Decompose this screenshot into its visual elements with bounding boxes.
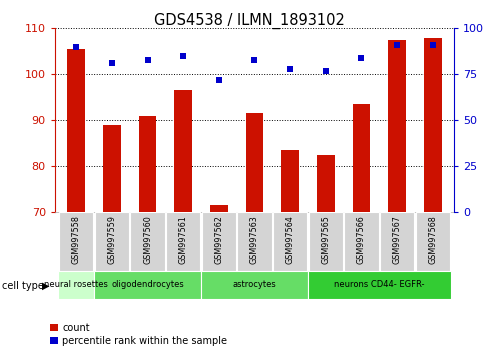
Text: GSM997558: GSM997558 [72, 215, 81, 264]
Bar [95, 212, 129, 271]
Text: astrocytes: astrocytes [233, 280, 276, 290]
Text: cell type: cell type [2, 281, 44, 291]
Bar [67, 49, 85, 212]
Bar [94, 271, 201, 299]
Point [108, 61, 116, 66]
Bar [281, 150, 299, 212]
Bar [59, 212, 93, 271]
Bar [246, 113, 263, 212]
Text: GSM997563: GSM997563 [250, 215, 259, 264]
Bar [166, 212, 200, 271]
Text: oligodendrocytes: oligodendrocytes [111, 280, 184, 290]
Text: GSM997561: GSM997561 [179, 215, 188, 264]
Bar [201, 271, 308, 299]
Bar [309, 212, 343, 271]
Bar [139, 116, 157, 212]
Point [144, 57, 152, 62]
Bar [103, 125, 121, 212]
Bar [308, 271, 451, 299]
Bar [210, 205, 228, 212]
Bar [273, 212, 307, 271]
Bar [388, 40, 406, 212]
Text: GSM997560: GSM997560 [143, 215, 152, 264]
Point [215, 77, 223, 83]
Bar [416, 212, 450, 271]
Bar [424, 38, 442, 212]
Bar [380, 212, 414, 271]
Point [322, 68, 330, 74]
Bar [202, 212, 236, 271]
Point [179, 53, 187, 59]
Text: GDS4538 / ILMN_1893102: GDS4538 / ILMN_1893102 [154, 12, 345, 29]
Point [250, 57, 258, 62]
Point [393, 42, 401, 48]
Text: GSM997566: GSM997566 [357, 215, 366, 264]
Text: neural rosettes: neural rosettes [44, 280, 108, 290]
Point [72, 44, 80, 50]
Text: GSM997565: GSM997565 [321, 215, 330, 264]
Legend: count, percentile rank within the sample: count, percentile rank within the sample [50, 323, 228, 346]
Point [286, 66, 294, 72]
Text: GSM997564: GSM997564 [285, 215, 294, 264]
Bar [344, 212, 379, 271]
Bar [352, 104, 370, 212]
Bar [238, 212, 271, 271]
Text: GSM997562: GSM997562 [215, 215, 224, 264]
Bar [130, 212, 165, 271]
Bar [174, 90, 192, 212]
Point [357, 55, 365, 61]
Text: GSM997567: GSM997567 [393, 215, 402, 264]
Text: GSM997559: GSM997559 [107, 215, 116, 264]
Text: neurons CD44- EGFR-: neurons CD44- EGFR- [334, 280, 425, 290]
Bar [317, 155, 335, 212]
Bar [58, 271, 94, 299]
Text: GSM997568: GSM997568 [428, 215, 437, 264]
Point [429, 42, 437, 48]
Text: ▶: ▶ [42, 281, 50, 291]
